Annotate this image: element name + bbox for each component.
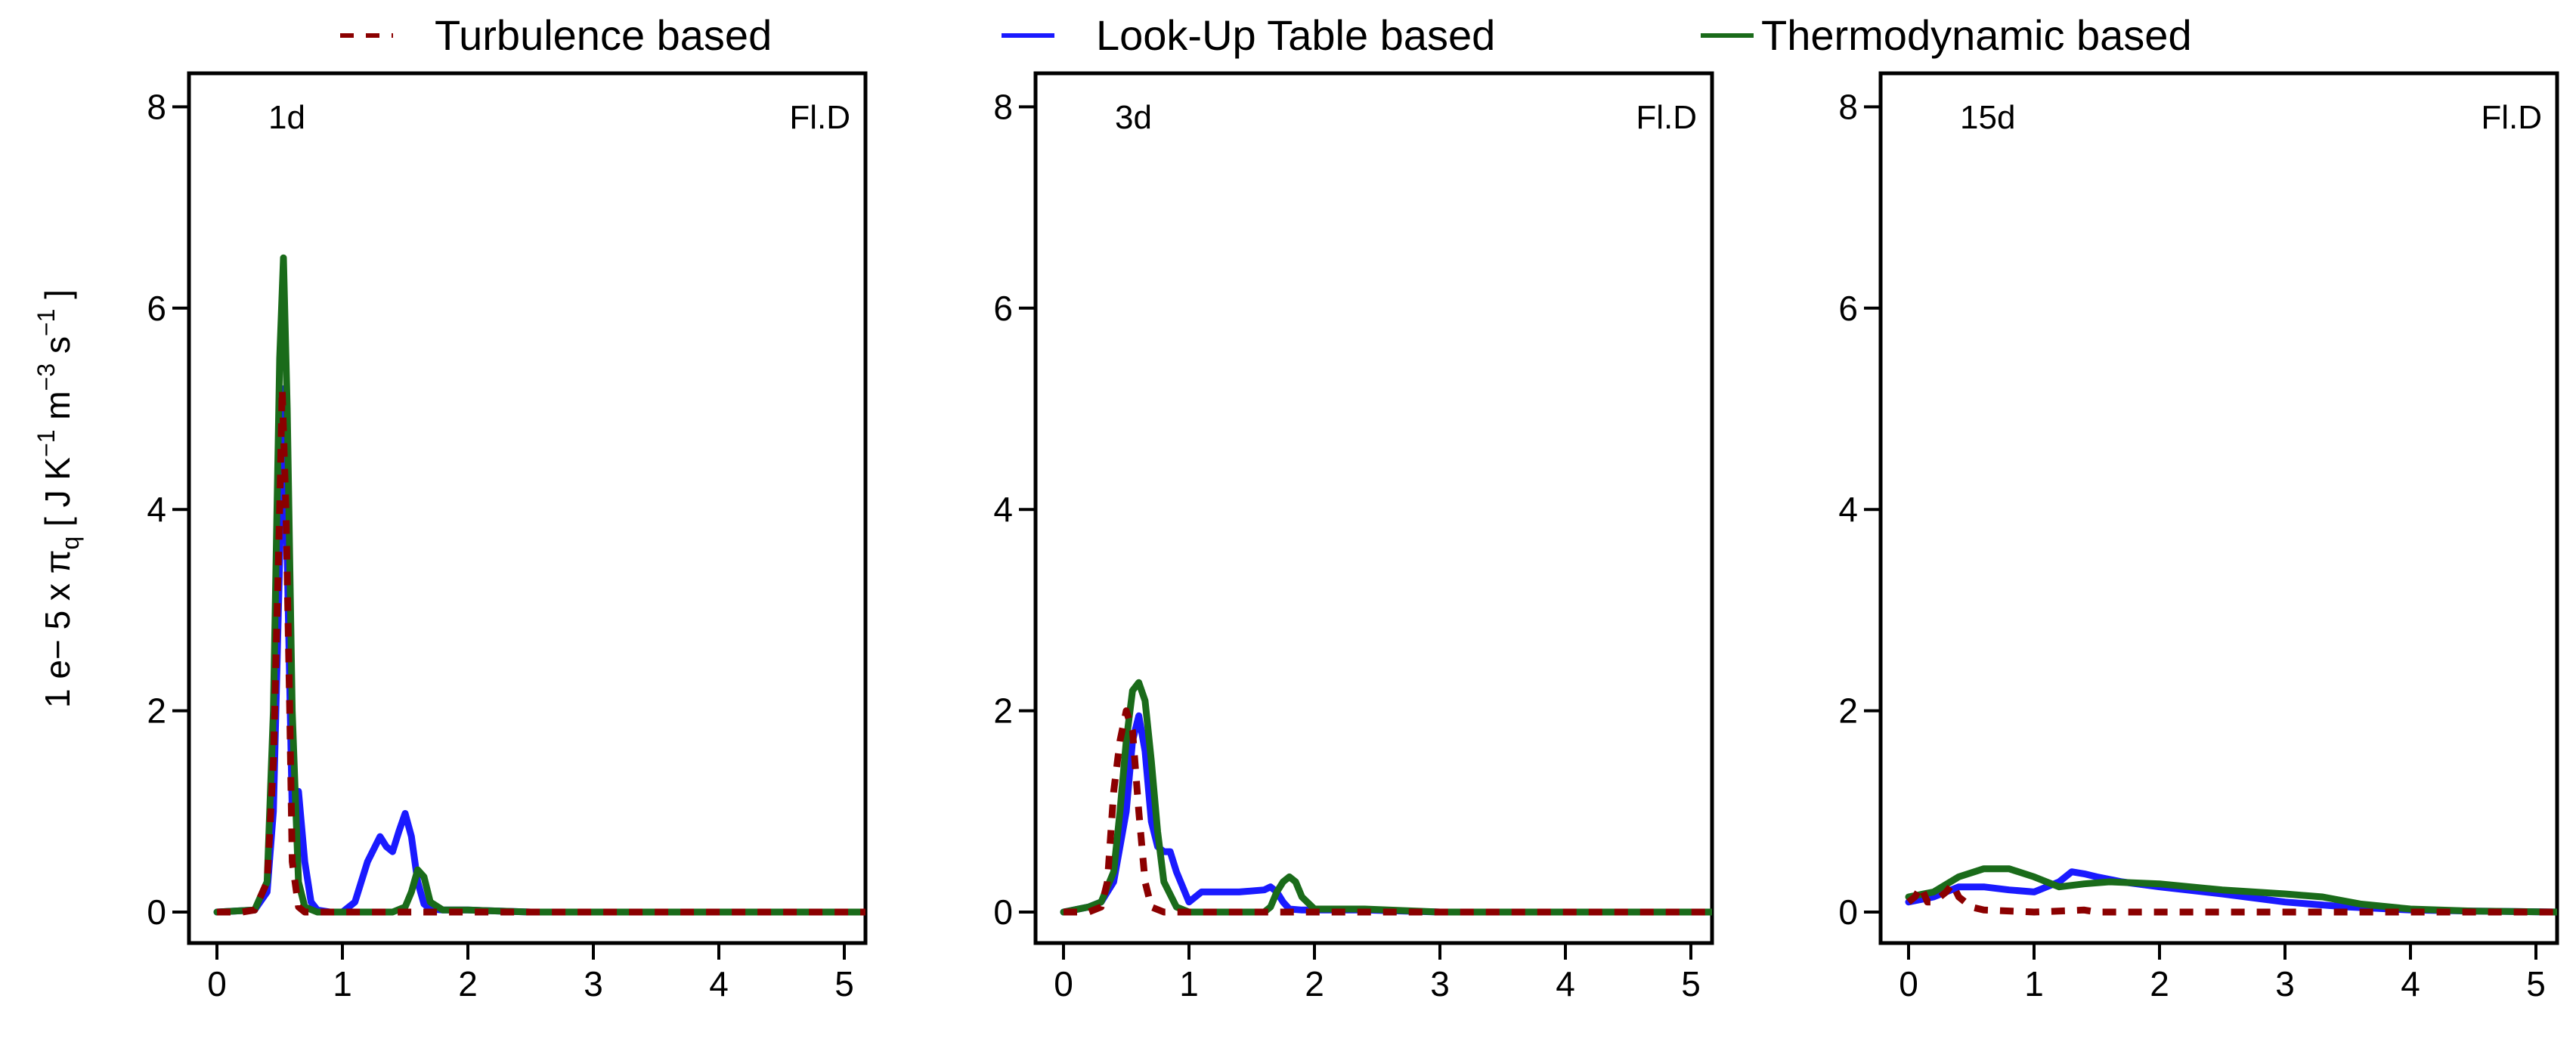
x-tick-label: 1 [2024, 964, 2044, 1003]
x-tick-label: 0 [1054, 964, 1073, 1003]
y-label-exp3: −1 [33, 309, 60, 336]
x-tick-label: 1 [333, 964, 352, 1003]
x-tick-label: 4 [1556, 964, 1575, 1003]
legend-entry-thermo: Thermodynamic based [1701, 11, 2192, 59]
x-tick-label: 2 [2150, 964, 2169, 1003]
panel-frame [1878, 71, 2559, 945]
x-tick-label: 0 [207, 964, 227, 1003]
x-tick-label: 2 [458, 964, 478, 1003]
panel-case-label: Fl.D [1636, 99, 1697, 136]
panel-case-label: Fl.D [789, 99, 850, 136]
panel-time-label: 1d [268, 99, 305, 136]
y-tick-label: 2 [1838, 691, 1858, 731]
y-label-sub: q [57, 537, 84, 550]
y-label-bracket-close: ] [38, 289, 77, 309]
panel-time-label: 3d [1115, 99, 1152, 136]
y-tick-label: 8 [993, 87, 1013, 126]
x-tick-label: 5 [1681, 964, 1701, 1003]
legend-label-turbulence: Turbulence based [435, 11, 772, 59]
y-label-bracket-open: [ J K [38, 457, 77, 537]
series-line-thermo [1060, 679, 1712, 916]
legend-entry-lut: Look-Up Table based [1002, 11, 1495, 59]
panel-time-label: 15d [1960, 99, 2015, 136]
y-tick-label: 4 [1838, 490, 1858, 529]
series-line-thermo [213, 254, 865, 916]
y-tick-label: 0 [147, 892, 166, 932]
panel-1: 0 2 4 6 8 0 1 2 3 4 5 1d Fl.D [147, 71, 868, 1003]
y-tick-label: 2 [993, 691, 1013, 731]
y-tick-label: 8 [147, 87, 166, 126]
x-tick-label: 3 [2275, 964, 2295, 1003]
y-tick-label: 0 [993, 892, 1013, 932]
x-tick-label: 4 [709, 964, 729, 1003]
y-label-s: s [38, 336, 77, 363]
series-line-turbulence [1064, 707, 1712, 916]
x-tick-label: 5 [2526, 964, 2546, 1003]
series-line-lut [1060, 712, 1712, 916]
panel-3: 0 2 4 6 8 0 1 2 3 4 5 15d Fl.D [1838, 71, 2559, 1003]
x-tick-label: 0 [1899, 964, 1918, 1003]
y-tick-label: 8 [1838, 87, 1858, 126]
legend-entry-turbulence: Turbulence based [340, 11, 772, 59]
y-axis-label: 1 e− 5 x πq [ J K−1 m−3 s−1 ] [33, 289, 84, 708]
x-tick-label: 3 [584, 964, 603, 1003]
x-tick-label: 2 [1305, 964, 1324, 1003]
y-tick-label: 6 [147, 289, 166, 328]
x-tick-label: 5 [834, 964, 854, 1003]
series-line-thermo [1905, 865, 2557, 916]
y-tick-label: 4 [993, 490, 1013, 529]
panel-2: 0 2 4 6 8 0 1 2 3 4 5 3d Fl.D [993, 71, 1714, 1003]
legend-label-thermo: Thermodynamic based [1761, 11, 2192, 59]
legend: Turbulence based Look-Up Table based The… [340, 11, 2192, 59]
series-line-lut [213, 385, 865, 916]
y-tick-label: 0 [1838, 892, 1858, 932]
y-label-exp2: −3 [33, 363, 60, 391]
x-tick-label: 4 [2401, 964, 2420, 1003]
y-tick-label: 4 [147, 490, 166, 529]
y-tick-label: 6 [1838, 289, 1858, 328]
series-line-turbulence [1906, 880, 2557, 916]
y-label-m: m [38, 391, 77, 429]
x-tick-label: 1 [1179, 964, 1199, 1003]
series-line-turbulence [217, 385, 865, 916]
y-tick-label: 6 [993, 289, 1013, 328]
series-line-lut [1905, 868, 2557, 916]
y-label-exp1: −1 [33, 429, 60, 456]
y-label-prefix: 1 e− 5 x π [38, 550, 77, 708]
x-tick-label: 3 [1430, 964, 1450, 1003]
y-tick-label: 2 [147, 691, 166, 731]
panel-case-label: Fl.D [2481, 99, 2542, 136]
legend-label-lut: Look-Up Table based [1096, 11, 1495, 59]
